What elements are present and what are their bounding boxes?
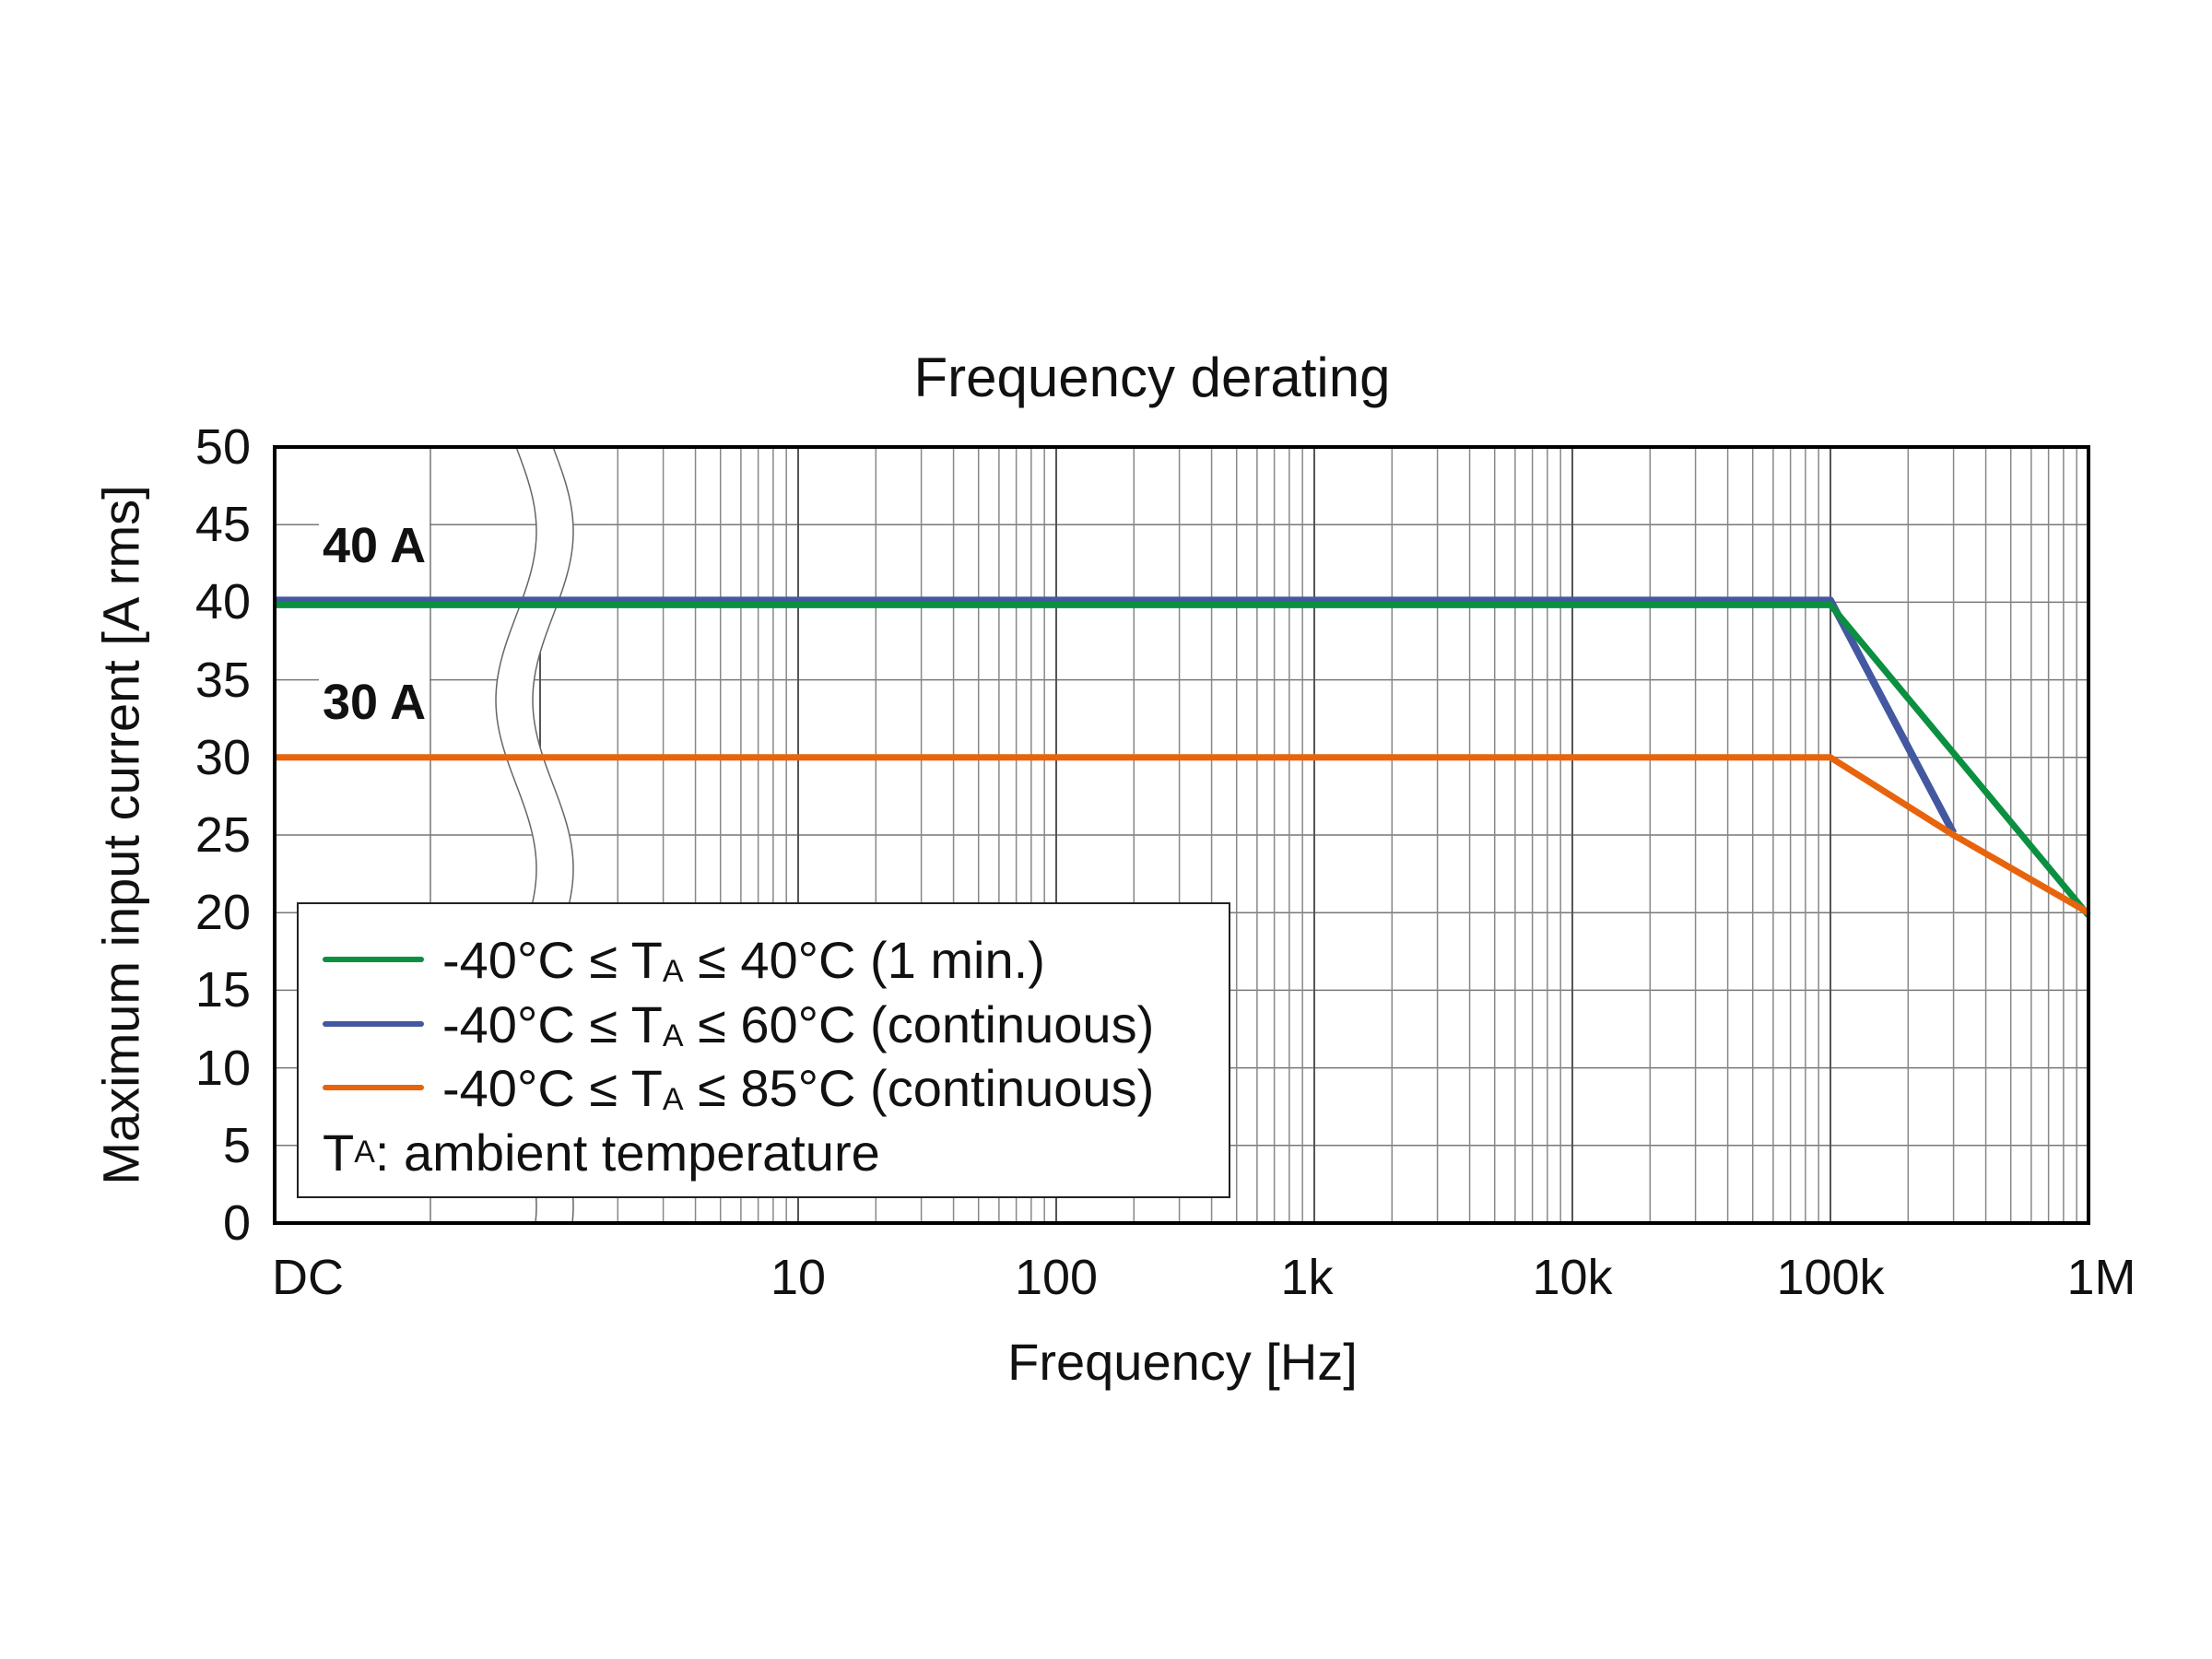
y-tick-label: 50 <box>194 419 251 475</box>
y-tick-label: 40 <box>194 574 251 630</box>
plot-frame <box>273 445 2090 1225</box>
series-lines <box>275 596 2091 918</box>
y-tick-label: 0 <box>222 1195 251 1251</box>
legend-swatch-orange <box>323 1085 424 1090</box>
annotation-40a: 40 A <box>319 517 430 574</box>
legend-label: -40°C ≤ TA ≤ 40°C (1 min.) <box>442 930 1045 989</box>
y-tick-label: 5 <box>222 1117 251 1173</box>
x-tick-label: DC <box>272 1250 344 1305</box>
annotation-30a: 30 A <box>319 674 430 731</box>
legend: -40°C ≤ TA ≤ 40°C (1 min.) -40°C ≤ TA ≤ … <box>297 902 1230 1198</box>
y-tick-label: 45 <box>194 497 251 553</box>
legend-item-85c: -40°C ≤ TA ≤ 85°C (continuous) <box>299 1055 1154 1120</box>
x-axis-label: Frequency [Hz] <box>1007 1333 1358 1391</box>
legend-item-60c: -40°C ≤ TA ≤ 60°C (continuous) <box>299 992 1154 1056</box>
chart-title: Frequency derating <box>913 347 1391 408</box>
y-tick-label: 25 <box>194 807 251 863</box>
y-tick-label: 15 <box>194 962 251 1018</box>
series-line-0 <box>275 601 2091 918</box>
x-tick-label: 10k <box>1532 1250 1613 1305</box>
x-tick-label: 1k <box>1280 1250 1334 1305</box>
series-line-1 <box>275 596 1958 835</box>
legend-label: -40°C ≤ TA ≤ 85°C (continuous) <box>442 1058 1155 1117</box>
x-tick-label: 100 <box>1014 1250 1099 1305</box>
x-tick-label: 100k <box>1776 1250 1885 1305</box>
y-tick-label: 35 <box>194 652 251 708</box>
x-tick-label: 10 <box>770 1250 827 1305</box>
y-tick-label: 30 <box>194 729 251 785</box>
y-tick-label: 20 <box>194 885 251 941</box>
x-tick-label: 1M <box>2066 1250 2136 1305</box>
series-line-2 <box>275 754 2090 916</box>
legend-item-40c: -40°C ≤ TA ≤ 40°C (1 min.) <box>299 927 1045 992</box>
y-tick-label: 10 <box>194 1040 251 1096</box>
legend-label: -40°C ≤ TA ≤ 60°C (continuous) <box>442 994 1155 1053</box>
legend-swatch-blue <box>323 1021 424 1027</box>
legend-swatch-green <box>323 957 424 962</box>
